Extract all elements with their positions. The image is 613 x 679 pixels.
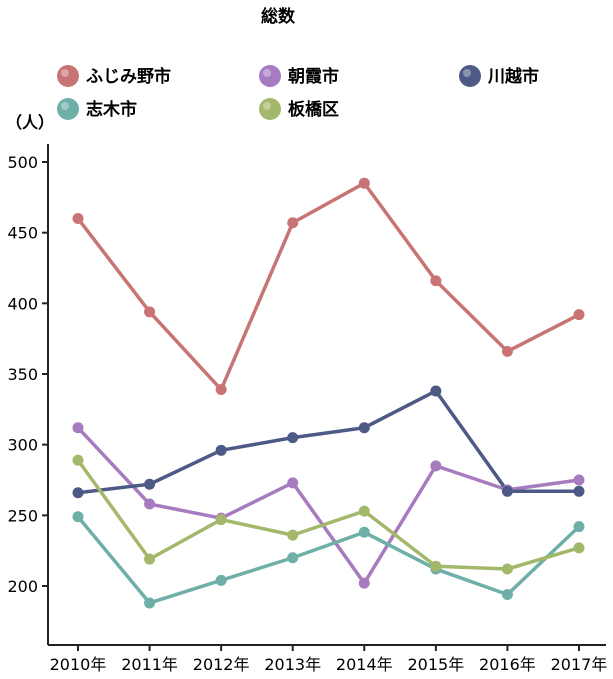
legend-item[interactable]: 志木市 bbox=[57, 98, 137, 120]
x-tick-label: 2013年 bbox=[264, 655, 321, 674]
legend-item[interactable]: 朝霞市 bbox=[259, 65, 339, 87]
legend-marker bbox=[57, 98, 79, 120]
y-tick-label: 400 bbox=[7, 294, 38, 313]
legend-label: 川越市 bbox=[487, 66, 539, 87]
data-point[interactable] bbox=[573, 521, 585, 533]
legend-label: 朝霞市 bbox=[288, 66, 339, 87]
y-tick-label: 250 bbox=[7, 506, 38, 525]
data-point[interactable] bbox=[72, 487, 84, 499]
y-tick-label: 300 bbox=[7, 436, 38, 455]
y-tick-label: 200 bbox=[7, 577, 38, 596]
x-tick-label: 2012年 bbox=[193, 655, 250, 674]
series-line-4 bbox=[76, 515, 581, 605]
series-group bbox=[72, 177, 585, 609]
data-point[interactable] bbox=[215, 384, 227, 396]
series-line-5 bbox=[76, 459, 580, 571]
x-tick-label: 2015年 bbox=[407, 655, 464, 674]
legend-marker bbox=[57, 65, 79, 87]
legend-item[interactable]: 板橋区 bbox=[259, 98, 339, 120]
y-tick-label: 350 bbox=[7, 365, 38, 384]
data-point[interactable] bbox=[287, 529, 299, 541]
legend-label: 志木市 bbox=[86, 99, 137, 120]
data-point[interactable] bbox=[430, 460, 442, 472]
legend-marker bbox=[259, 65, 281, 87]
data-point[interactable] bbox=[430, 560, 442, 572]
legend-label: ふじみ野市 bbox=[86, 66, 171, 87]
data-point[interactable] bbox=[501, 485, 513, 497]
legend-marker-highlight bbox=[263, 102, 271, 110]
data-point[interactable] bbox=[72, 454, 84, 466]
legend-label: 板橋区 bbox=[288, 99, 339, 120]
chart-title: 総数 bbox=[261, 6, 296, 27]
legend-marker bbox=[259, 98, 281, 120]
data-point[interactable] bbox=[573, 485, 585, 497]
data-point[interactable] bbox=[287, 432, 299, 444]
data-point[interactable] bbox=[215, 444, 227, 456]
data-point[interactable] bbox=[72, 422, 84, 434]
x-tick-label: 2011年 bbox=[121, 655, 178, 674]
data-point[interactable] bbox=[287, 217, 299, 229]
series-line-2 bbox=[76, 426, 580, 585]
y-axis-ticks: 200 250 300 350 400 450 500 bbox=[7, 153, 48, 596]
data-point[interactable] bbox=[358, 177, 370, 189]
data-point[interactable] bbox=[144, 306, 156, 318]
data-point[interactable] bbox=[358, 526, 370, 538]
y-tick-label: 450 bbox=[7, 224, 38, 243]
legend-item[interactable]: ふじみ野市 bbox=[57, 65, 171, 87]
data-point[interactable] bbox=[358, 422, 370, 434]
x-tick-label: 2016年 bbox=[479, 655, 536, 674]
data-point[interactable] bbox=[144, 478, 156, 490]
data-point[interactable] bbox=[215, 574, 227, 586]
data-point[interactable] bbox=[573, 309, 585, 321]
data-point[interactable] bbox=[215, 514, 227, 526]
x-tick-label: 2010年 bbox=[50, 655, 107, 674]
data-point[interactable] bbox=[430, 385, 442, 397]
y-axis-unit-label: （人） bbox=[6, 113, 54, 132]
data-point[interactable] bbox=[72, 213, 84, 225]
data-point[interactable] bbox=[501, 345, 513, 357]
x-tick-label: 2017年 bbox=[551, 655, 608, 674]
data-point[interactable] bbox=[501, 563, 513, 575]
series-line-1 bbox=[76, 181, 580, 392]
legend-marker bbox=[459, 65, 481, 87]
x-axis-ticks: 2010年 2011年 2012年 2013年 2014年 2015年 2016年 2017年 bbox=[50, 645, 608, 674]
data-point[interactable] bbox=[72, 511, 84, 523]
data-point[interactable] bbox=[573, 474, 585, 486]
legend-item[interactable]: 川越市 bbox=[459, 65, 539, 87]
data-point[interactable] bbox=[287, 552, 299, 564]
data-point[interactable] bbox=[144, 553, 156, 565]
legend-marker-highlight bbox=[263, 69, 271, 77]
data-point[interactable] bbox=[573, 542, 585, 554]
data-point[interactable] bbox=[144, 597, 156, 609]
x-tick-label: 2014年 bbox=[336, 655, 393, 674]
data-point[interactable] bbox=[501, 588, 513, 600]
data-point[interactable] bbox=[430, 275, 442, 287]
data-point[interactable] bbox=[287, 477, 299, 489]
data-point[interactable] bbox=[144, 498, 156, 510]
data-point[interactable] bbox=[358, 505, 370, 517]
legend-marker-highlight bbox=[61, 102, 69, 110]
y-tick-label: 500 bbox=[7, 153, 38, 172]
legend-marker-highlight bbox=[463, 69, 471, 77]
series-line-3 bbox=[77, 389, 579, 495]
legend-marker-highlight bbox=[61, 69, 69, 77]
data-point[interactable] bbox=[358, 577, 370, 589]
